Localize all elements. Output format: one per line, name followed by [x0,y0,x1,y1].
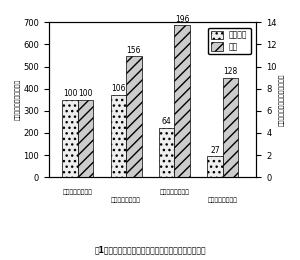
Text: 27: 27 [210,146,220,155]
Bar [159,128,174,177]
Text: 全農用地畜産利用: 全農用地畜産利用 [159,190,189,195]
Bar [207,156,223,177]
Bar [78,100,93,177]
Y-axis label: 労働時間（千時間／集落全体）: 労働時間（千時間／集落全体） [279,74,285,126]
Bar [174,25,190,177]
Bar [126,56,142,177]
Text: 周年放牧省力管理: 周年放牧省力管理 [208,197,238,203]
Legend: 労働時間, 所得: 労働時間, 所得 [208,28,250,54]
Text: 遗休農地畜産利用: 遗休農地畜産利用 [111,197,141,203]
Bar [223,78,238,177]
Bar [111,95,126,177]
Text: 196: 196 [175,15,189,24]
Text: 64: 64 [162,117,172,126]
Text: 図1　土地利用転換による農業所得と労働時間の変化: 図1 土地利用転換による農業所得と労働時間の変化 [94,246,206,255]
Y-axis label: 所得（万円／集落全体）: 所得（万円／集落全体） [15,79,21,120]
Text: 106: 106 [111,84,126,93]
Text: 100: 100 [78,89,93,98]
Bar [62,100,78,177]
Text: 100: 100 [63,89,77,98]
Text: 156: 156 [127,46,141,55]
Text: 128: 128 [223,67,238,76]
Text: 現状（稲作主体）: 現状（稲作主体） [63,190,93,195]
